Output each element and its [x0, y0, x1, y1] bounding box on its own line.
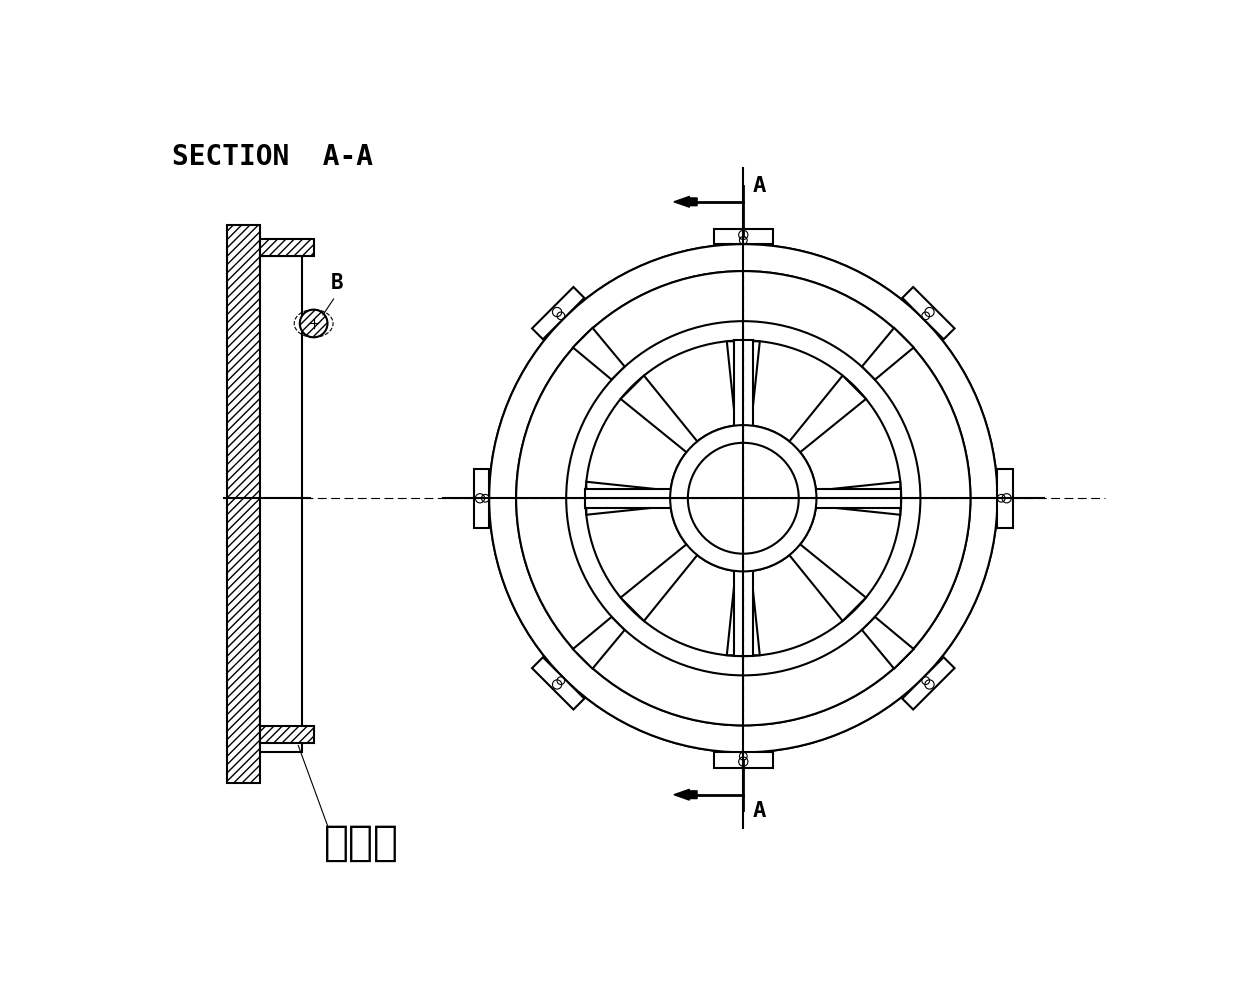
Polygon shape: [997, 469, 1013, 527]
Circle shape: [490, 244, 997, 752]
Polygon shape: [903, 657, 955, 710]
Polygon shape: [727, 342, 760, 444]
Polygon shape: [621, 533, 708, 621]
Text: SECTION  A-A: SECTION A-A: [172, 142, 373, 170]
Circle shape: [516, 271, 971, 726]
Polygon shape: [862, 328, 914, 380]
Circle shape: [670, 425, 816, 572]
Text: A: A: [753, 801, 766, 821]
Polygon shape: [585, 489, 688, 507]
Polygon shape: [862, 617, 914, 668]
Circle shape: [516, 271, 971, 726]
Circle shape: [670, 425, 816, 572]
Polygon shape: [779, 533, 866, 621]
Polygon shape: [573, 617, 625, 668]
Polygon shape: [587, 482, 688, 515]
Bar: [259, 239, 314, 256]
Text: A: A: [753, 175, 766, 196]
Bar: [259, 726, 314, 743]
Text: B: B: [330, 273, 343, 292]
Bar: [227, 225, 259, 783]
Polygon shape: [714, 229, 773, 244]
FancyArrow shape: [675, 197, 697, 208]
Polygon shape: [799, 482, 900, 515]
Polygon shape: [799, 489, 901, 507]
Polygon shape: [727, 553, 760, 655]
Polygon shape: [573, 328, 625, 380]
Polygon shape: [734, 553, 753, 656]
Circle shape: [490, 244, 997, 752]
Bar: [227, 225, 259, 783]
Polygon shape: [903, 287, 955, 340]
Polygon shape: [714, 752, 773, 768]
Polygon shape: [474, 469, 490, 527]
Text: 基准面: 基准面: [324, 822, 398, 864]
Polygon shape: [532, 287, 584, 340]
Bar: [259, 239, 314, 256]
Polygon shape: [779, 376, 866, 464]
Polygon shape: [621, 376, 708, 464]
Circle shape: [300, 309, 327, 338]
FancyArrow shape: [675, 789, 697, 800]
Bar: [259, 726, 314, 743]
Polygon shape: [734, 341, 753, 443]
Bar: [259, 256, 303, 752]
Polygon shape: [532, 657, 584, 710]
